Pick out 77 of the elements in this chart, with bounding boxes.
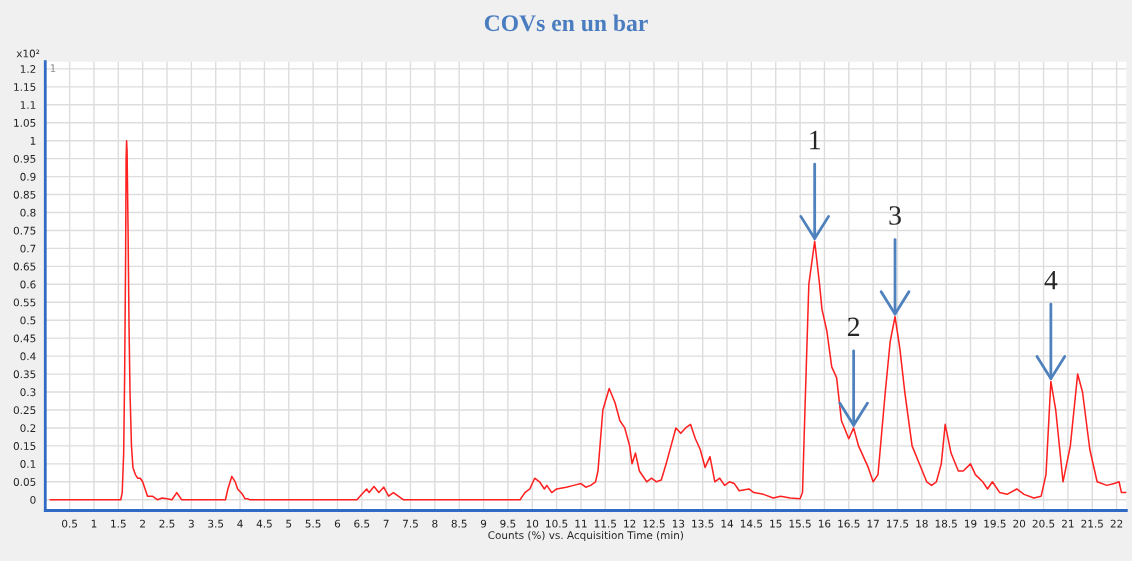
x-tick-label: 15: [770, 519, 782, 528]
y-tick-label: 0.95: [13, 154, 36, 163]
x-tick-label: 4.5: [256, 519, 272, 528]
y-tick-label: 0.05: [13, 478, 36, 486]
y-tick-label: 1.2: [20, 65, 36, 73]
y-tick-label: 0.25: [13, 406, 36, 415]
x-tick-label: 7.5: [403, 519, 418, 528]
x-tick-label: 9.5: [500, 519, 516, 528]
y-tick-label: 0.45: [13, 334, 36, 343]
x-tick-label: 12.5: [643, 519, 665, 528]
y-tick-label: 1.1: [20, 101, 36, 109]
y-tick-label: 0.35: [13, 370, 36, 379]
x-tick-label: 21.5: [1081, 519, 1103, 528]
text: x10²: [16, 49, 40, 58]
y-tick-label: 0: [30, 495, 36, 504]
y-tick-label: 0.1: [20, 460, 36, 468]
x-tick-label: 2.5: [159, 519, 175, 528]
y-tick-label: 0.5: [20, 316, 36, 325]
x-tick-label: 7: [383, 519, 389, 528]
annotation: 2: [847, 317, 860, 336]
x-tick-label: 8: [432, 519, 438, 528]
y-tick-label: 0.55: [13, 298, 36, 307]
x-tick-label: 14.5: [740, 519, 763, 528]
x-tick-label: 9: [480, 519, 487, 528]
x-tick-label: 13.5: [692, 519, 714, 528]
x-tick-label: 5.5: [305, 519, 321, 528]
x-tick-label: 15.5: [789, 519, 811, 528]
x-tick-label: 14: [721, 519, 734, 528]
y-tick-label: 0.4: [20, 352, 36, 361]
x-tick-label: 12: [624, 519, 636, 528]
y-tick-label: 0.9: [20, 172, 36, 181]
y-tick-label: 0.65: [13, 262, 36, 271]
x-tick-label: 22: [1110, 519, 1123, 528]
x-tick-label: 1.5: [111, 519, 126, 528]
x-tick-label: 11: [575, 519, 587, 528]
y-tick-label: 0.75: [13, 226, 36, 235]
x-tick-label: 2: [140, 519, 145, 528]
x-tick-label: 8.5: [451, 519, 467, 528]
x-tick-label: 18.5: [935, 519, 957, 528]
y-tick-label: 0.7: [20, 244, 36, 253]
x-tick-label: 3: [188, 519, 194, 528]
x-axis-title: Counts (%) vs. Acquisition Time (min): [488, 531, 683, 542]
x-tick-label: 1: [91, 519, 97, 528]
annotation: 1: [50, 64, 56, 72]
x-tick-label: 17: [867, 519, 879, 528]
x-tick-label: 5: [286, 519, 292, 528]
x-tick-label: 18: [916, 519, 928, 528]
x-tick-label: 21: [1062, 519, 1074, 528]
annotation: 1: [810, 130, 820, 150]
x-tick-label: 11.5: [594, 519, 616, 528]
y-tick-label: 1: [30, 137, 36, 145]
x-tick-label: 6.5: [354, 519, 370, 528]
y-tick-label: 1.05: [14, 118, 36, 127]
y-tick-label: 0.6: [20, 280, 36, 289]
x-tick-label: 16.5: [838, 519, 860, 528]
chart-title: COVs en un bar: [484, 14, 648, 32]
x-tick-label: 6: [334, 519, 341, 528]
x-tick-label: 3.5: [208, 519, 224, 528]
y-tick-label: 0.3: [20, 388, 36, 397]
x-tick-label: 17.5: [887, 519, 909, 528]
x-tick-label: 10: [526, 519, 539, 528]
x-tick-label: 0.5: [62, 519, 77, 528]
x-tick-label: 16: [818, 519, 831, 528]
x-tick-label: 10.5: [546, 519, 568, 528]
y-tick-label: 1.15: [14, 83, 36, 91]
x-tick-label: 19.5: [984, 519, 1006, 528]
annotation: 3: [889, 206, 901, 225]
annotation: 4: [1044, 270, 1058, 290]
x-tick-label: 19: [965, 519, 977, 528]
y-tick-label: 0.8: [20, 208, 36, 217]
x-tick-label: 4: [237, 519, 243, 528]
y-tick-label: 0.85: [13, 190, 36, 199]
x-tick-label: 13: [672, 519, 685, 528]
x-tick-label: 20: [1013, 519, 1026, 528]
y-tick-label: 0.15: [13, 442, 36, 450]
y-tick-label: 0.2: [20, 424, 36, 433]
x-tick-label: 20.5: [1032, 519, 1055, 528]
